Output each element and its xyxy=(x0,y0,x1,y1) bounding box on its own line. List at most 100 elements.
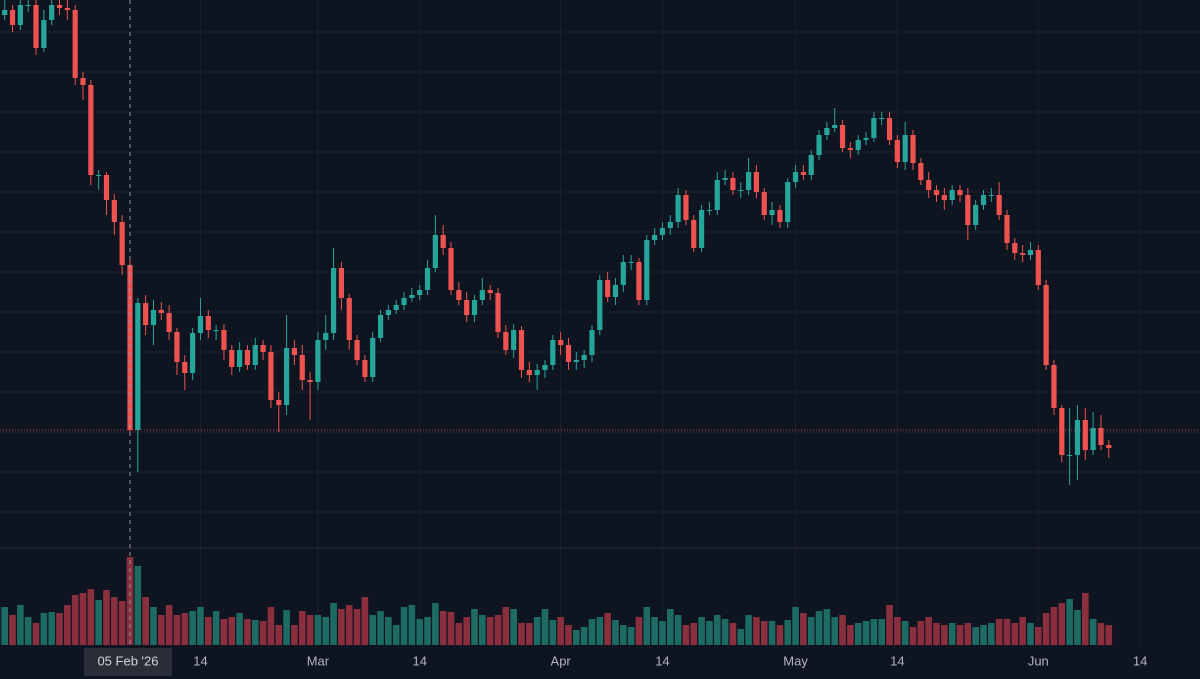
volume-bar xyxy=(666,609,674,645)
volume-bar xyxy=(886,605,893,645)
candle-body xyxy=(839,125,846,148)
volume-bar xyxy=(1003,619,1011,645)
candle-body xyxy=(268,352,274,400)
candle-body xyxy=(1035,250,1041,285)
volume-bar xyxy=(510,609,517,645)
volume-bar xyxy=(103,590,110,645)
candle-body xyxy=(1074,420,1081,455)
x-tick-label: Apr xyxy=(551,653,572,668)
candle-body xyxy=(174,332,180,362)
candle-body xyxy=(409,295,415,298)
candle-body xyxy=(41,20,47,48)
candle-body xyxy=(636,262,642,300)
volume-bar xyxy=(1,607,8,645)
volume-bar xyxy=(972,627,979,645)
volume-bar xyxy=(760,621,768,645)
candle-body xyxy=(738,190,744,191)
volume-bar xyxy=(392,625,400,645)
candle-body xyxy=(2,10,8,15)
volume-bar xyxy=(1074,610,1081,645)
candle-body xyxy=(315,340,321,382)
volume-bar xyxy=(494,615,502,645)
volume-bar xyxy=(909,627,917,645)
x-tick-label: 14 xyxy=(412,653,426,668)
candle-body xyxy=(753,172,760,192)
candle-body xyxy=(824,128,830,135)
candle-body xyxy=(511,330,517,350)
x-tick-label: 14 xyxy=(890,653,904,668)
candle-body xyxy=(879,118,885,119)
volume-bar xyxy=(244,619,251,645)
candle-body xyxy=(244,350,251,365)
volume-bar xyxy=(1027,623,1034,645)
volume-bar xyxy=(823,609,831,645)
volume-bar xyxy=(275,625,283,645)
volume-bar xyxy=(854,623,862,645)
candle-body xyxy=(283,348,290,405)
candle-body xyxy=(385,310,391,315)
volume-bar xyxy=(565,625,572,645)
candle-body xyxy=(1027,250,1034,255)
candle-body xyxy=(197,316,204,333)
candle-body xyxy=(518,330,525,370)
volume-bar xyxy=(964,623,972,645)
volume-bar xyxy=(745,615,752,645)
candle-body xyxy=(918,163,924,180)
volume-bar xyxy=(925,617,932,645)
candle-body xyxy=(80,78,86,85)
volume-bar xyxy=(338,609,345,645)
volume-bar xyxy=(549,620,557,645)
volume-bar xyxy=(40,613,48,645)
volume-bar xyxy=(948,623,956,645)
candle-body xyxy=(487,290,493,293)
x-tick-label: 14 xyxy=(193,653,207,668)
x-tick-label: 14 xyxy=(1133,653,1147,668)
volume-bar xyxy=(24,617,32,645)
volume-bar xyxy=(933,623,940,645)
candle-body xyxy=(941,195,947,200)
candle-body xyxy=(949,190,955,200)
candle-body xyxy=(722,178,728,180)
volume-bar xyxy=(941,625,948,645)
candle-body xyxy=(190,333,196,373)
volume-bar xyxy=(353,609,361,645)
volume-bar xyxy=(439,611,447,645)
volume-bar xyxy=(847,625,854,645)
volume-bar xyxy=(111,597,118,645)
candle-body xyxy=(644,240,650,300)
volume-bar xyxy=(619,625,627,645)
candle-body xyxy=(299,355,305,380)
volume-bar xyxy=(1105,625,1113,645)
volume-bar xyxy=(526,623,533,645)
volume-bar xyxy=(988,623,995,645)
volume-bar xyxy=(361,597,369,645)
candle-body xyxy=(1106,445,1112,448)
x-tick-label: May xyxy=(783,653,808,668)
candle-body xyxy=(769,210,775,215)
volume-bar xyxy=(9,615,16,645)
volume-bar xyxy=(588,619,596,645)
volume-bar xyxy=(1089,619,1097,645)
candle-body xyxy=(855,140,861,150)
candle-body xyxy=(354,340,360,360)
volume-bar xyxy=(369,615,377,645)
candle-body xyxy=(64,8,70,10)
candle-body xyxy=(237,350,243,367)
volume-bar xyxy=(917,621,925,645)
candle-body xyxy=(628,262,634,263)
volume-bar xyxy=(807,617,815,645)
candle-body xyxy=(72,10,78,78)
volume-bar xyxy=(831,617,839,645)
candle-body xyxy=(847,148,853,150)
volume-bar xyxy=(612,620,619,645)
volume-bar xyxy=(455,623,463,645)
volume-bar xyxy=(518,623,525,645)
candle-body xyxy=(229,350,235,367)
volume-bar xyxy=(800,613,807,645)
candle-body xyxy=(1012,243,1018,253)
volume-bar xyxy=(432,603,439,645)
candle-body xyxy=(886,118,893,140)
volume-bar xyxy=(134,566,142,645)
candle-body xyxy=(832,125,838,128)
candle-body xyxy=(785,182,791,222)
